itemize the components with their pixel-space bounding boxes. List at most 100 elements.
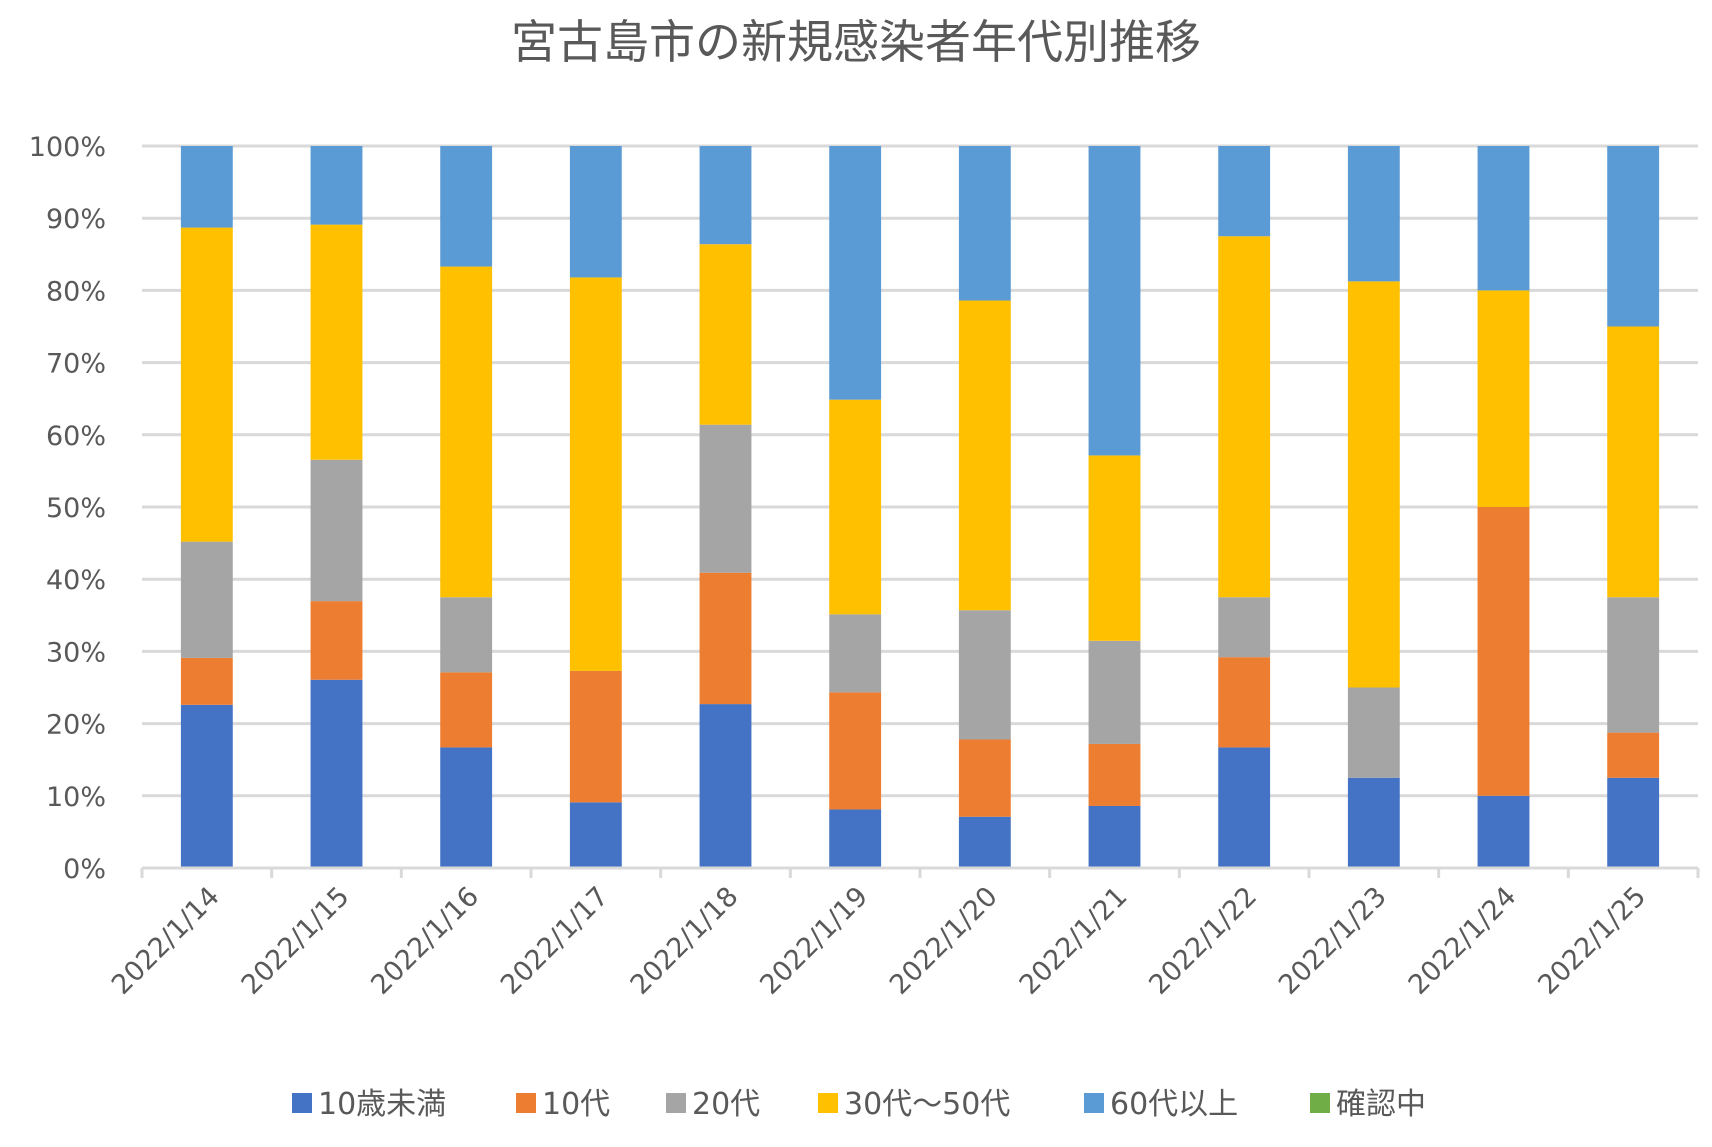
bar-segment	[958, 610, 1011, 740]
bar-segment	[569, 670, 622, 803]
legend-swatch	[818, 1093, 838, 1113]
bar-segment	[180, 704, 233, 868]
bar-segment	[699, 572, 752, 705]
bar-segment	[1607, 732, 1660, 778]
legend-label: 確認中	[1336, 1087, 1426, 1122]
y-tick-label: 40%	[46, 565, 106, 596]
y-tick-label: 90%	[46, 204, 106, 235]
x-tick-label: 2022/1/17	[495, 881, 615, 1001]
legend: 10歳未満 10代 20代 30代～50代 60代以上 確認中	[292, 1087, 1426, 1122]
y-tick-label: 80%	[46, 276, 106, 307]
bar-segment	[1477, 146, 1530, 291]
x-tick-label: 2022/1/25	[1532, 881, 1652, 1001]
bar-segment	[440, 672, 493, 748]
bar-segment	[440, 266, 493, 598]
bar-segment	[569, 277, 622, 671]
legend-label: 30代～50代	[844, 1087, 1010, 1122]
bar-segment	[958, 300, 1011, 611]
bar-segment	[1347, 146, 1400, 282]
bar-segment	[1218, 597, 1271, 658]
legend-item: 30代～50代	[818, 1087, 1010, 1122]
legend-item: 確認中	[1310, 1087, 1426, 1122]
bar-segment	[829, 692, 882, 810]
bar-segment	[180, 657, 233, 705]
bar-segment	[180, 541, 233, 658]
bar-segment	[569, 802, 622, 868]
x-tick-label: 2022/1/14	[106, 881, 226, 1001]
bar-segment	[1607, 146, 1660, 327]
legend-swatch	[292, 1093, 312, 1113]
legend-item: 60代以上	[1084, 1087, 1238, 1122]
y-tick-label: 100%	[29, 132, 106, 163]
legend-label: 10代	[542, 1087, 610, 1122]
y-tick-label: 10%	[46, 782, 106, 813]
bar-segment	[958, 146, 1011, 301]
bar-segment	[1088, 805, 1141, 868]
x-axis	[140, 866, 1700, 878]
bar-segment	[699, 244, 752, 425]
legend-item: 10歳未満	[292, 1087, 446, 1122]
bar-segment	[958, 739, 1011, 817]
chart-title: 宮古島市の新規感染者年代別推移	[511, 15, 1201, 69]
y-tick-label: 50%	[46, 493, 106, 524]
bar-segment	[310, 224, 363, 460]
bar-segment	[1347, 687, 1400, 778]
bar-segment	[1477, 290, 1530, 507]
legend-swatch	[516, 1093, 536, 1113]
bar-segment	[1607, 597, 1660, 733]
bar-segment	[569, 146, 622, 278]
bar-segment	[699, 704, 752, 868]
bar-segment	[1088, 743, 1141, 806]
legend-swatch	[1084, 1093, 1104, 1113]
bar-segment	[1477, 507, 1530, 796]
bar-segment	[1218, 747, 1271, 868]
y-tick-label: 70%	[46, 349, 106, 380]
bar-segment	[440, 597, 493, 673]
bar-segment	[440, 146, 493, 267]
legend-label: 10歳未満	[318, 1087, 446, 1122]
x-tick-label: 2022/1/18	[625, 881, 745, 1001]
bar-segment	[1477, 795, 1530, 868]
bar-segment	[310, 146, 363, 225]
bar-segment	[958, 816, 1011, 868]
gridlines	[142, 144, 1698, 798]
bar-segment	[1088, 640, 1141, 744]
y-tick-label: 60%	[46, 421, 106, 452]
bar-segment	[310, 679, 363, 868]
legend-swatch	[666, 1093, 686, 1113]
bar-segment	[310, 601, 363, 680]
legend-label: 20代	[692, 1087, 760, 1122]
bar-segment	[829, 614, 882, 693]
y-tick-label: 0%	[63, 854, 106, 885]
x-axis-ticks: 2022/1/14 2022/1/15 2022/1/16 2022/1/17 2022…	[106, 881, 1652, 1001]
bar-segment	[310, 459, 363, 602]
bar-segment	[1347, 281, 1400, 688]
bar-segment	[1218, 236, 1271, 598]
x-tick-label: 2022/1/23	[1273, 881, 1393, 1001]
x-tick-label: 2022/1/24	[1403, 881, 1523, 1001]
bar-segment	[180, 227, 233, 542]
x-tick-label: 2022/1/15	[236, 881, 356, 1001]
bar-segment	[180, 146, 233, 228]
bar-segment	[1607, 777, 1660, 868]
bar-segment	[1218, 657, 1271, 748]
bar-segment	[1347, 777, 1400, 868]
x-tick-label: 2022/1/19	[754, 881, 874, 1001]
bar-segment	[829, 399, 882, 615]
bar-segment	[1088, 455, 1141, 641]
y-tick-label: 30%	[46, 637, 106, 668]
legend-swatch	[1310, 1093, 1330, 1113]
bar-segment	[440, 747, 493, 868]
x-tick-label: 2022/1/16	[365, 881, 485, 1001]
bar-segment	[699, 424, 752, 573]
x-tick-label: 2022/1/22	[1143, 881, 1263, 1001]
y-axis-ticks: 0% 10% 20% 30% 40% 50% 60% 70% 80% 90% 100%	[29, 132, 106, 885]
legend-item: 20代	[666, 1087, 760, 1122]
bar-segment	[699, 146, 752, 245]
y-tick-label: 20%	[46, 710, 106, 741]
bar-segment	[1218, 146, 1271, 237]
bar-segment	[1088, 146, 1141, 456]
x-tick-label: 2022/1/20	[884, 881, 1004, 1001]
x-tick-label: 2022/1/21	[1014, 881, 1134, 1001]
